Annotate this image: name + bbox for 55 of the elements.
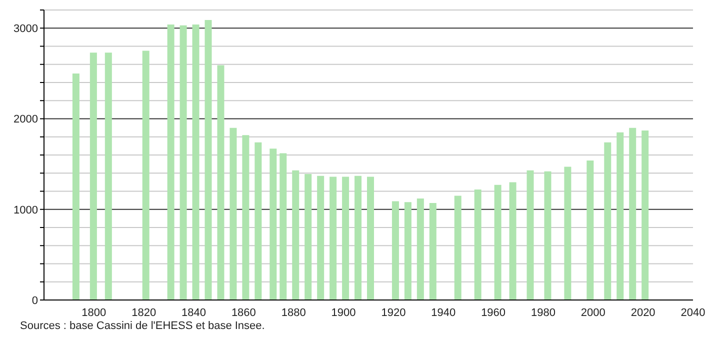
bar [392,201,399,300]
bar [604,142,612,300]
bar [280,153,287,300]
bar [404,202,412,300]
x-tick-label: 1840 [182,306,206,319]
bar [330,176,337,300]
bar [104,52,112,300]
bar [494,184,502,300]
x-tick-label: 1940 [431,306,456,319]
x-tick-label: 1800 [82,306,106,319]
bar [586,160,594,300]
bar [416,198,424,300]
x-tick-label: 1880 [281,306,306,319]
bar [526,170,534,300]
x-tick-label: 1820 [132,306,156,319]
x-tick-label: 2020 [630,306,656,319]
y-tick-label: 0 [32,294,38,307]
bar [230,128,237,300]
bar [429,203,436,300]
bar [474,189,482,300]
x-tick-label: 1920 [381,306,406,319]
bar [304,174,312,300]
bar [354,176,362,300]
bar [90,52,97,300]
bar [270,148,277,300]
bar [544,171,552,300]
y-tick-label: 1000 [14,204,38,216]
bar [292,170,300,300]
x-tick-label: 1980 [530,306,556,319]
source-note: Sources : base Cassini de l'EHESS et base Insee. [20,320,265,332]
bar [180,25,187,300]
bar [72,73,80,300]
bar [616,132,624,300]
bar [367,176,374,300]
bar [317,176,324,300]
bar [167,24,174,300]
bar [204,20,212,300]
x-tick-label: 2000 [580,306,606,319]
bar [509,182,516,300]
bar [629,128,636,300]
y-tick-label: 3000 [14,23,38,36]
bar [217,65,224,300]
bar [454,196,462,300]
x-tick-label: 2040 [680,306,706,319]
x-tick-label: 1960 [481,306,506,319]
bar [254,142,262,300]
y-tick-label: 2000 [14,114,38,126]
bar [642,130,649,300]
x-tick-label: 1860 [231,306,256,319]
x-tick-label: 1900 [331,306,356,319]
bar [564,166,572,300]
bar [242,135,250,300]
bar [192,24,200,300]
bar [342,176,350,300]
bar [142,50,150,300]
